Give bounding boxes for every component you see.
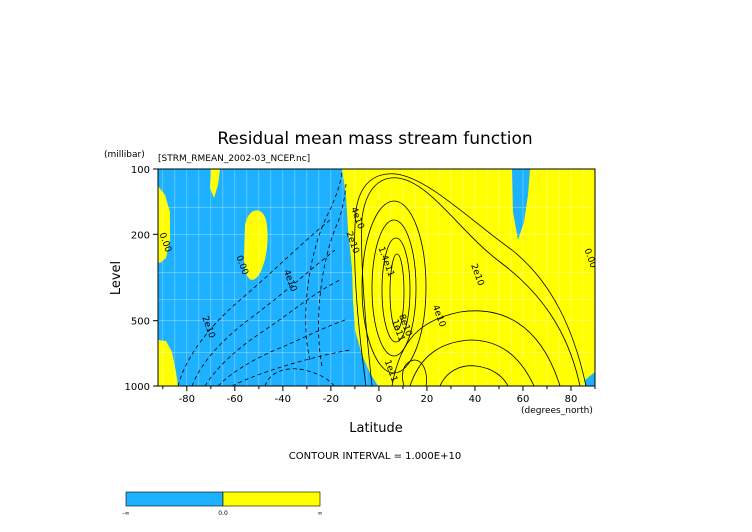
positive-region-midlat bbox=[244, 210, 268, 280]
grid-lines bbox=[158, 169, 595, 386]
contour-negative bbox=[318, 183, 347, 367]
contour-positive bbox=[439, 365, 509, 386]
x-tick-label: 80 bbox=[565, 394, 578, 405]
contour-positive bbox=[391, 310, 561, 386]
contour-positive bbox=[381, 237, 411, 343]
colorbar-label-mid: 0.0 bbox=[218, 510, 228, 517]
colorbar-label-min: -∞ bbox=[122, 510, 129, 517]
x-axis: -80 -60 -40 -20 0 20 40 60 80 bbox=[162, 386, 596, 405]
negative-region-north-surface bbox=[585, 372, 595, 386]
source-file-label: [STRM_RMEAN_2002-03_NCEP.nc] bbox=[158, 154, 310, 164]
x-tick-label: -40 bbox=[275, 394, 291, 405]
contour-interval-note: CONTOUR INTERVAL = 1.000E+10 bbox=[289, 451, 461, 462]
x-tick-label: -20 bbox=[323, 394, 339, 405]
contour-positive bbox=[389, 253, 405, 331]
contour-positive bbox=[371, 219, 417, 357]
contour-positive bbox=[402, 359, 427, 386]
x-tick-label: -60 bbox=[227, 394, 243, 405]
contour-negative bbox=[231, 349, 351, 386]
x-axis-label: Latitude bbox=[349, 421, 403, 436]
y-tick-label: 200 bbox=[131, 230, 150, 241]
colorbar-negative-swatch bbox=[125, 491, 224, 507]
y-tick-label: 1000 bbox=[125, 382, 150, 393]
y-tick-label: 500 bbox=[131, 317, 150, 328]
contour-positive bbox=[361, 200, 427, 374]
x-tick-label: 40 bbox=[469, 394, 482, 405]
plot-frame bbox=[157, 168, 596, 387]
contour-negative bbox=[305, 171, 343, 361]
y-tick-label: 100 bbox=[131, 165, 150, 176]
x-tick-label: 60 bbox=[517, 394, 530, 405]
x-tick-label: -80 bbox=[179, 394, 195, 405]
contour-negative bbox=[204, 279, 341, 386]
x-units-label: (degrees_north) bbox=[521, 406, 593, 416]
contour-positive bbox=[361, 177, 581, 386]
colorbar-positive-swatch bbox=[222, 491, 321, 507]
contour-negative bbox=[191, 249, 336, 386]
positive-region-south-pole bbox=[158, 186, 170, 263]
contour-negative bbox=[264, 368, 335, 386]
y-units-label: (millibar) bbox=[104, 150, 145, 160]
chart-title: Residual mean mass stream function bbox=[217, 129, 532, 149]
negative-region-main bbox=[158, 169, 378, 386]
y-axis-label: Level bbox=[109, 261, 124, 295]
contour-negative bbox=[177, 219, 331, 386]
negative-region-north-pole bbox=[512, 169, 530, 240]
plot-area: 0.000.002e104e102e104e101.4e111e118e102e… bbox=[158, 169, 595, 386]
contour-lines bbox=[177, 171, 587, 386]
y-axis: 100 200 500 1000 bbox=[125, 165, 158, 393]
colorbar-label-max: ∞ bbox=[318, 510, 323, 517]
x-tick-label: 20 bbox=[421, 394, 434, 405]
contour-negative bbox=[217, 319, 346, 386]
positive-region-plume-top bbox=[210, 169, 220, 198]
colorbar: -∞ 0.0 ∞ bbox=[122, 491, 323, 517]
contour-positive bbox=[354, 173, 587, 386]
x-tick-label: 0 bbox=[376, 394, 382, 405]
